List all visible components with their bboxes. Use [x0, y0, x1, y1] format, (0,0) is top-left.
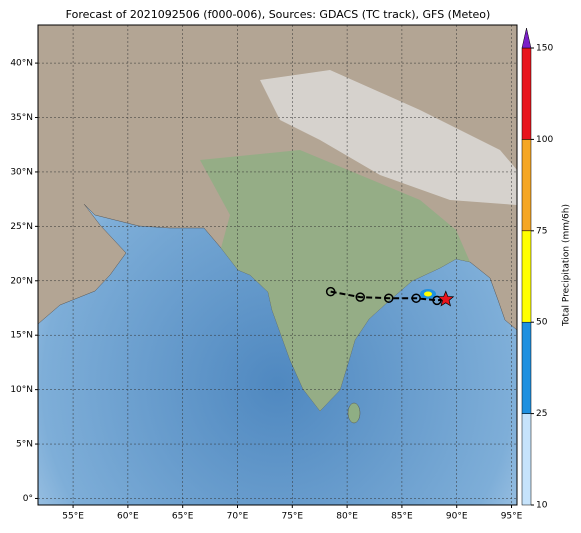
track-point	[355, 292, 366, 302]
colorbar-label: Total Precipitation (mm/6h)	[562, 204, 572, 327]
colorbar-tick-label: 50	[536, 318, 548, 328]
colorbar-bin	[521, 413, 532, 506]
colorbar-tick-label: 75	[536, 226, 547, 236]
track-point	[411, 293, 421, 303]
x-tick-label: 75°E	[281, 512, 303, 522]
colorbar-tick-label: 150	[536, 44, 553, 54]
y-tick-label: 25°N	[10, 222, 33, 232]
colorbar-extend	[521, 27, 532, 49]
title: Forecast of 2021092506 (f000-006), Sourc…	[66, 8, 491, 21]
y-tick-label: 15°N	[10, 331, 33, 341]
track-point	[432, 295, 442, 306]
colorbar-bin	[521, 47, 532, 140]
track-line	[330, 290, 446, 302]
y-tick-label: 30°N	[10, 167, 33, 177]
x-tick-label: 95°E	[501, 512, 523, 522]
x-tick-label: 60°E	[117, 512, 139, 522]
x-tick-label: 65°E	[172, 512, 194, 522]
y-tick-label: 10°N	[10, 385, 33, 395]
y-tick-label: 0°	[23, 494, 33, 504]
x-tick-label: 85°E	[391, 512, 413, 522]
x-tick-label: 55°E	[62, 512, 84, 522]
x-tick-label: 90°E	[446, 512, 468, 522]
y-tick-label: 40°N	[10, 59, 33, 69]
y-tick-label: 20°N	[10, 276, 33, 286]
colorbar-tick-label: 10	[536, 501, 548, 511]
colorbar-tick-label: 100	[536, 135, 553, 145]
x-tick-label: 80°E	[336, 512, 358, 522]
y-tick-label: 5°N	[16, 440, 33, 450]
track-point	[325, 286, 336, 297]
map-frame	[37, 24, 518, 506]
colorbar-bin	[521, 321, 532, 414]
track-point	[384, 293, 394, 303]
x-tick-label: 70°E	[227, 512, 249, 522]
y-tick-label: 35°N	[10, 113, 33, 123]
colorbar-tick-label: 25	[536, 409, 547, 419]
basemap	[38, 25, 517, 505]
track-current-position	[437, 290, 455, 307]
colorbar-bin	[521, 230, 532, 323]
colorbar-bin	[521, 139, 532, 232]
